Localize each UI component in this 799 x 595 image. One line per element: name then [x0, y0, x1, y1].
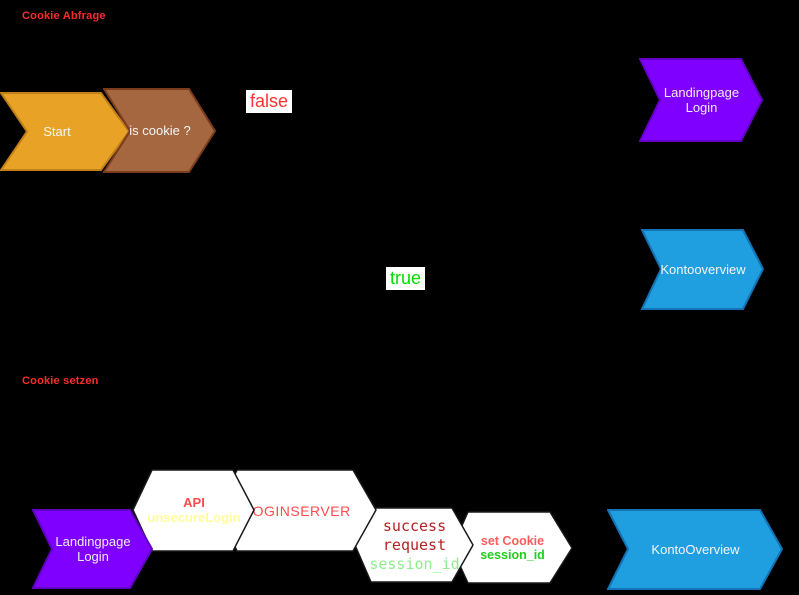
- landingpage-login-top-polygon: [639, 58, 764, 142]
- landingpage-login-bottom-node: Landingpage Login: [32, 509, 154, 590]
- start-arrow-shape: [0, 92, 131, 171]
- api-hexagon-polygon: [132, 469, 255, 552]
- is-cookie-arrow-shape: [103, 88, 217, 173]
- kontooverview-bottom-polygon: [607, 509, 784, 590]
- kontooverview-bottom-node: KontoOverview: [607, 509, 784, 591]
- kontooverview-top-arrow-shape: [641, 229, 765, 310]
- api-hexagon-shape: [132, 469, 255, 552]
- kontooverview-bottom-arrow-shape: [607, 509, 784, 590]
- branch-label-true: true: [386, 267, 426, 290]
- landingpage-login-bottom-polygon: [32, 509, 154, 589]
- start-arrow-polygon: [0, 92, 131, 171]
- landingpage-login-top-arrow-shape: [639, 58, 764, 142]
- is-cookie-node: is cookie ?: [103, 88, 217, 174]
- landingpage-login-bottom-arrow-shape: [32, 509, 154, 589]
- section-label-cookie-setzen: Cookie setzen: [22, 375, 99, 387]
- kontooverview-top-node: Kontooverview: [641, 229, 765, 311]
- branch-label-false: false: [246, 90, 293, 113]
- is-cookie-arrow-polygon: [103, 88, 217, 173]
- landingpage-login-top-node: Landingpage Login: [639, 58, 764, 143]
- section-label-cookie-abfrage: Cookie Abfrage: [22, 10, 106, 22]
- kontooverview-top-polygon: [641, 229, 765, 310]
